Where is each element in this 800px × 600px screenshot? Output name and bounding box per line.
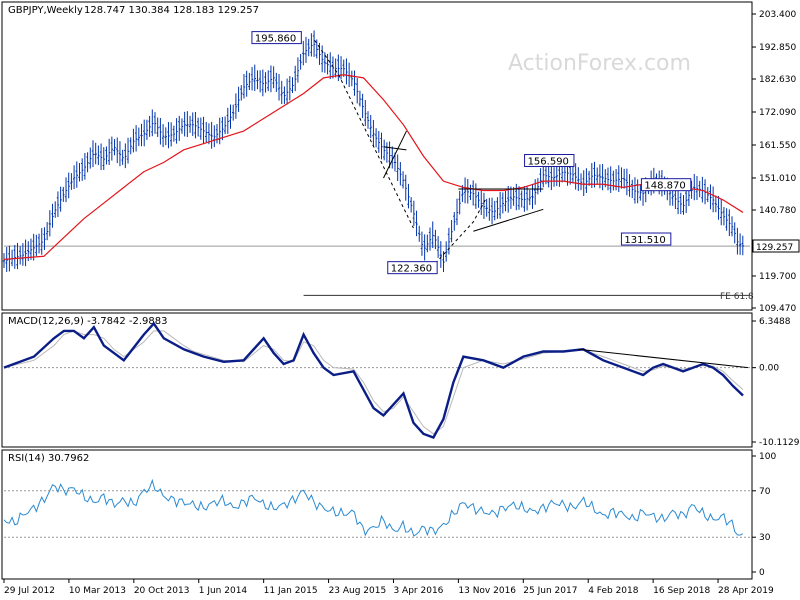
rsi-line [3,478,744,537]
x-tick-label: 23 Aug 2015 [329,586,387,596]
price-panel-frame [1,1,753,311]
macd-y-tick-label: 6.3488 [759,317,791,327]
last-price-box [752,239,800,253]
x-tick-label: 3 Apr 2016 [393,586,443,596]
annotation-box [387,261,438,275]
macd-line [3,321,744,439]
macd-y-tick-label: 0.00 [759,364,779,374]
rsi-panel-frame [1,449,753,580]
annotation-box [620,232,672,246]
x-tick-label: 20 Oct 2013 [134,586,190,596]
price-y-axis: 203.400 192.850 182.630 172.090 161.550 151.0… [752,10,796,314]
rsi-title: RSI(14) 30.7962 [8,453,89,464]
fe-label: FE 61.8 [720,292,754,302]
price-y-tick-label: 172.090 [759,108,796,118]
x-tick-label: 25 Jun 2017 [523,586,577,596]
pattern-line-wedge-lower [383,130,407,179]
pattern-line-dashed-down [314,40,414,229]
price-y-tick-label: 140.780 [759,206,796,216]
rsi-y-tick-label: 100 [759,452,776,462]
annotation-box [640,178,692,192]
rsi-y-axis: 100 70 30 0 [752,452,776,578]
rsi-y-tick-label: 0 [759,568,765,578]
annotation-box [251,31,302,45]
price-y-tick-label: 192.850 [759,43,796,53]
macd-y-axis: 6.3488 0.00 -10.1129 [752,317,800,448]
pattern-line-triangle-lower [473,208,544,232]
x-tick-label: 11 Jan 2015 [264,586,318,596]
annotation-label: 131.510 [624,235,665,246]
annotation-label: 156.590 [528,157,569,168]
x-tick-label: 10 Mar 2013 [69,586,126,596]
price-panel: GBPJPY,Weekly 128.747 130.384 128.183 12… [1,1,800,314]
macd-signal-line [3,330,744,435]
price-lines [314,40,544,268]
annotation-box [524,154,575,168]
moving-average-line [3,74,744,260]
pattern-line-dashed-up [431,199,486,268]
rsi-series [3,478,750,538]
macd-title: MACD(12,26,9) -3.7842 -2.9883 [8,316,168,327]
price-annotations: 195.860 122.360 156.590 148.870 131.510 [251,31,692,275]
x-tick-label: 28 Apr 2019 [718,586,774,596]
watermark: ActionForex.com [508,51,691,76]
annotation-label: 122.360 [391,264,432,275]
annotation-label: 195.860 [255,34,296,45]
x-axis: 29 Jul 2012 10 Mar 2013 20 Oct 2013 1 Jun 2… [3,579,774,596]
macd-trendline [578,348,749,369]
price-y-tick-label: 109.470 [759,304,796,314]
price-y-tick-label: 151.010 [759,174,796,184]
x-tick-label: 1 Jun 2014 [199,586,248,596]
price-y-tick-label: 203.400 [759,10,796,20]
x-tick-label: 29 Jul 2012 [4,586,55,596]
pattern-line-wedge-upper [383,146,407,151]
price-title: GBPJPY,Weekly [8,5,83,16]
macd-series [3,321,750,439]
macd-panel: MACD(12,26,9) -3.7842 -2.9883 6.3488 0.00… [1,312,800,448]
annotation-label: 148.870 [644,181,685,192]
rsi-panel: RSI(14) 30.7962 100 70 30 0 [1,449,776,580]
price-ohlc-header: 128.747 130.384 128.183 129.257 [84,5,259,16]
last-price-label: 129.257 [752,239,800,253]
rsi-y-tick-label: 70 [759,487,771,497]
price-y-tick-label: 119.700 [759,272,796,282]
rsi-y-tick-label: 30 [759,533,771,543]
price-series [2,30,750,296]
x-tick-label: 13 Nov 2016 [458,586,516,596]
macd-y-tick-label: -10.1129 [759,438,800,448]
x-tick-label: 16 Sep 2018 [653,586,710,596]
price-y-tick-label: 161.550 [759,141,796,151]
macd-panel-frame [1,312,753,448]
price-y-tick-label: 182.630 [759,75,796,85]
x-tick-label: 4 Feb 2018 [588,586,639,596]
last-price-text: 129.257 [756,243,793,253]
